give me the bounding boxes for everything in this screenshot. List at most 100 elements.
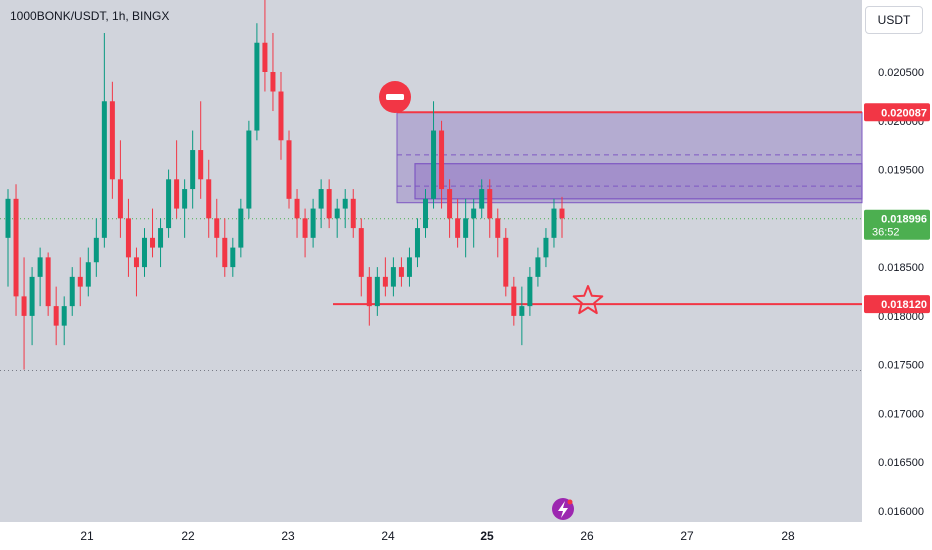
y-tick-label: 0.018000 bbox=[878, 311, 924, 323]
x-axis-labels: 21 22 23 24 25 26 27 28 bbox=[80, 529, 795, 543]
candle-body bbox=[109, 101, 115, 180]
candle-body bbox=[182, 189, 188, 209]
candle-body bbox=[414, 228, 420, 258]
candle-body bbox=[447, 189, 453, 219]
price-tag-current-text: 0.018996 bbox=[881, 214, 927, 226]
candle-body bbox=[198, 150, 204, 180]
countdown-text: 36:52 bbox=[872, 227, 900, 239]
candle-body bbox=[190, 150, 196, 190]
lightning-logo-icon bbox=[552, 498, 574, 520]
price-tag-resistance-text: 0.020087 bbox=[881, 107, 927, 119]
candle-body bbox=[310, 208, 316, 238]
price-tag-resistance: 0.020087 bbox=[864, 103, 930, 122]
candle-body bbox=[158, 228, 164, 248]
candle-body bbox=[487, 189, 493, 219]
no-entry-bar bbox=[386, 94, 404, 100]
candle-body bbox=[374, 276, 380, 307]
candle-body bbox=[206, 179, 212, 219]
candle-body bbox=[503, 237, 509, 287]
candle-body bbox=[463, 218, 469, 238]
candle-body bbox=[455, 218, 461, 238]
price-tag-resistance-bg bbox=[864, 103, 930, 122]
candle-body bbox=[53, 306, 59, 326]
y-tick-label: 0.016500 bbox=[878, 457, 924, 469]
candle-body bbox=[69, 276, 75, 307]
candle-body bbox=[230, 247, 236, 268]
x-tick-label: 23 bbox=[281, 529, 295, 543]
candle-body bbox=[214, 218, 220, 238]
candle-body bbox=[551, 208, 557, 238]
no-entry-icon bbox=[379, 81, 411, 113]
candle-body bbox=[535, 257, 541, 277]
candle-body bbox=[334, 208, 340, 219]
x-tick-label: 21 bbox=[80, 529, 94, 543]
candle-body bbox=[270, 72, 276, 92]
price-axis[interactable] bbox=[862, 0, 932, 550]
candle-body bbox=[37, 257, 43, 277]
symbol-title: 1000BONK/USDT, 1h, BINGX bbox=[10, 9, 170, 23]
x-tick-label: 22 bbox=[181, 529, 195, 543]
price-tag-support-bg bbox=[864, 295, 930, 314]
candle-body bbox=[398, 267, 404, 277]
candle-body bbox=[150, 237, 156, 248]
star-icon bbox=[572, 285, 604, 315]
x-tick-label: 28 bbox=[781, 529, 795, 543]
y-tick-label: 0.017000 bbox=[878, 408, 924, 420]
plot-background bbox=[0, 0, 862, 522]
candle-body bbox=[342, 198, 348, 209]
candle-body bbox=[406, 257, 412, 277]
candle-body bbox=[543, 237, 549, 258]
y-tick-label: 0.019500 bbox=[878, 165, 924, 177]
y-tick-label: 0.020500 bbox=[878, 67, 924, 79]
candle-body bbox=[222, 237, 228, 268]
candle-body bbox=[278, 91, 284, 141]
price-tag-support: 0.018120 bbox=[864, 295, 930, 314]
candle-body bbox=[117, 179, 123, 219]
x-tick-label: 26 bbox=[580, 529, 594, 543]
candle-body bbox=[423, 198, 429, 229]
candle-body bbox=[390, 267, 396, 287]
candle-body bbox=[254, 42, 260, 131]
currency-button[interactable]: USDT bbox=[865, 6, 923, 34]
candle-body bbox=[286, 140, 292, 199]
candle-body bbox=[13, 198, 19, 297]
candle-body bbox=[125, 218, 131, 258]
candle-body bbox=[302, 218, 308, 238]
candle-body bbox=[358, 228, 364, 277]
candle-body bbox=[527, 276, 533, 307]
candle-body bbox=[133, 257, 139, 268]
supply-zone[interactable] bbox=[396, 111, 863, 204]
candle-body bbox=[262, 42, 268, 72]
candle-body bbox=[141, 237, 147, 268]
y-tick-label: 0.018500 bbox=[878, 262, 924, 274]
candle-body bbox=[174, 179, 180, 209]
candle-body bbox=[471, 208, 477, 219]
candle-body bbox=[318, 189, 324, 209]
candle-body bbox=[85, 262, 91, 287]
candle-body bbox=[101, 101, 107, 238]
candle-body bbox=[479, 189, 485, 209]
candle-body bbox=[61, 306, 67, 326]
price-tag-support-text: 0.018120 bbox=[881, 299, 927, 311]
candle-body bbox=[238, 208, 244, 248]
logo-dot bbox=[567, 499, 573, 505]
x-tick-label: 27 bbox=[680, 529, 694, 543]
candle-body bbox=[366, 276, 372, 307]
candle-body bbox=[45, 257, 51, 307]
candle-body bbox=[77, 276, 83, 287]
candle-body bbox=[166, 179, 172, 229]
candle-body bbox=[326, 189, 332, 219]
candle-body bbox=[559, 208, 565, 219]
y-tick-label: 0.017500 bbox=[878, 360, 924, 372]
lightning-bolt bbox=[558, 501, 568, 518]
candle-body bbox=[93, 237, 99, 263]
candle-body bbox=[511, 286, 517, 316]
candle-body bbox=[21, 296, 27, 316]
time-axis[interactable] bbox=[0, 522, 862, 550]
candle-body bbox=[519, 306, 525, 316]
y-tick-label: 0.016000 bbox=[878, 506, 924, 518]
candle-body bbox=[294, 198, 300, 219]
candle-body bbox=[439, 130, 445, 190]
